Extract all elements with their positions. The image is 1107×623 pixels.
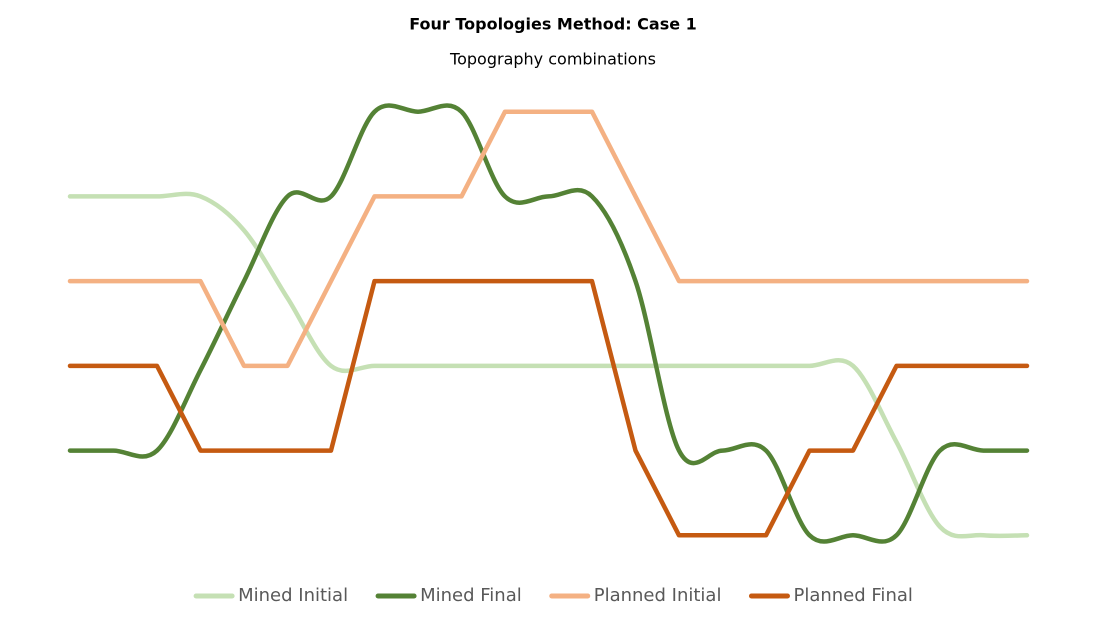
chart-subtitle: Topography combinations	[449, 50, 656, 69]
legend-label: Mined Final	[420, 585, 522, 606]
chart-title: Four Topologies Method: Case 1	[409, 15, 697, 34]
legend-label: Mined Initial	[238, 585, 348, 606]
series-line	[67, 191, 1030, 539]
series-line	[67, 278, 1030, 538]
legend: Mined Initial Mined Final Planned Initial P…	[193, 585, 913, 606]
series-line	[67, 109, 1030, 369]
legend-label: Planned Final	[793, 585, 912, 606]
legend-label: Planned Initial	[594, 585, 722, 606]
series-line	[67, 103, 1030, 544]
plot-area	[67, 103, 1030, 544]
